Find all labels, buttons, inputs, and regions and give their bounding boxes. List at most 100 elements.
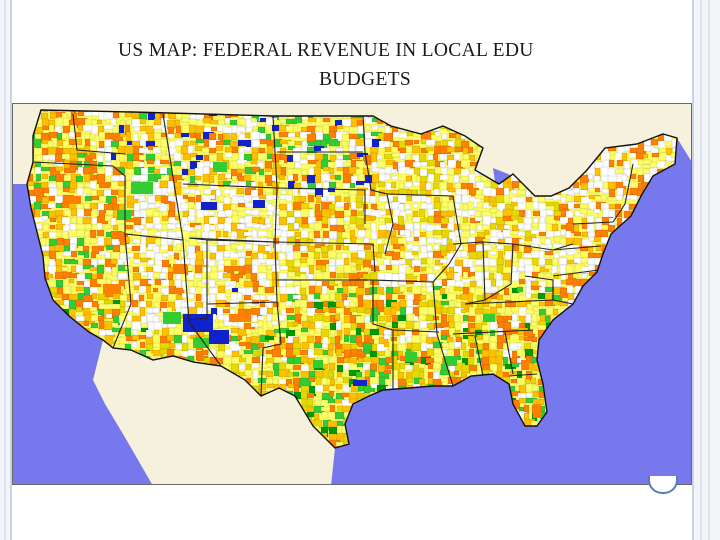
- school-district: [489, 341, 497, 350]
- school-district: [328, 390, 335, 397]
- school-district: [300, 294, 308, 301]
- school-district: [96, 222, 103, 231]
- school-district: [328, 125, 338, 133]
- school-district: [467, 146, 474, 154]
- school-district: [384, 272, 394, 282]
- school-district: [411, 195, 423, 203]
- school-district: [152, 334, 162, 345]
- school-district: [383, 334, 391, 340]
- school-district: [370, 215, 377, 221]
- school-district: [565, 230, 572, 239]
- school-district: [489, 250, 497, 256]
- school-district: [75, 138, 83, 146]
- school-district: [243, 194, 253, 202]
- school-district: [530, 377, 537, 385]
- school-district: [530, 229, 541, 235]
- school-district: [244, 369, 253, 376]
- school-district: [483, 180, 491, 188]
- school-district: [405, 175, 413, 182]
- school-district: [286, 161, 296, 169]
- school-district: [553, 230, 562, 237]
- school-district: [138, 154, 147, 161]
- school-district: [384, 173, 391, 181]
- school-district: [328, 285, 335, 291]
- slide-title-line-2: BUDGETS: [318, 69, 412, 90]
- school-district: [538, 231, 548, 237]
- school-district: [257, 320, 264, 328]
- school-district: [208, 210, 215, 216]
- school-district: [133, 280, 141, 286]
- school-district: [537, 320, 547, 326]
- school-district: [630, 173, 637, 180]
- school-district: [167, 126, 175, 136]
- school-district: [511, 257, 519, 263]
- school-district: [181, 174, 189, 180]
- school-district: [336, 264, 345, 272]
- school-district: [139, 243, 147, 255]
- school-district: [560, 229, 567, 236]
- school-district: [96, 229, 105, 237]
- school-district: [180, 307, 189, 315]
- school-district: [110, 258, 118, 265]
- school-district: [453, 348, 461, 358]
- school-district: [119, 244, 126, 254]
- school-district: [398, 132, 408, 139]
- school-district: [299, 195, 307, 203]
- school-district: [42, 110, 49, 113]
- school-district: [616, 145, 626, 155]
- school-district: [266, 362, 274, 368]
- school-district: [173, 349, 183, 356]
- school-district: [502, 272, 511, 282]
- school-district-cluster: [253, 200, 265, 208]
- school-district: [412, 203, 419, 209]
- school-district: [572, 273, 579, 279]
- school-district: [49, 224, 56, 230]
- school-district: [224, 209, 234, 217]
- school-district: [131, 334, 141, 341]
- school-district: [56, 132, 63, 142]
- school-district: [406, 215, 413, 221]
- school-district: [300, 180, 308, 188]
- school-district: [336, 124, 344, 130]
- school-district: [412, 161, 422, 168]
- school-district: [383, 280, 392, 286]
- school-district: [321, 223, 329, 229]
- school-district: [147, 279, 155, 285]
- school-district: [362, 194, 371, 203]
- school-district: [447, 159, 458, 169]
- school-district: [385, 189, 393, 195]
- school-district: [321, 208, 332, 219]
- school-district: [426, 244, 433, 252]
- school-district: [600, 194, 608, 201]
- school-district: [516, 251, 523, 259]
- school-district: [209, 224, 216, 231]
- school-district: [334, 313, 341, 321]
- school-district: [271, 174, 278, 182]
- school-district: [257, 286, 265, 296]
- school-district: [364, 124, 371, 132]
- school-district: [286, 210, 295, 218]
- school-district: [308, 376, 316, 383]
- school-district: [243, 294, 252, 301]
- school-district: [146, 159, 155, 165]
- school-district: [258, 168, 265, 176]
- school-district: [229, 160, 239, 171]
- canada-land: [13, 104, 691, 196]
- school-district: [69, 181, 78, 190]
- school-district: [131, 341, 138, 349]
- school-district: [251, 314, 258, 323]
- school-district: [222, 272, 232, 279]
- school-district: [265, 378, 274, 385]
- school-district: [510, 378, 518, 384]
- school-district: [441, 307, 449, 314]
- school-district: [187, 271, 195, 281]
- school-district: [404, 181, 413, 188]
- school-district: [614, 203, 622, 210]
- school-district: [40, 181, 49, 189]
- school-district: [357, 357, 365, 363]
- school-district: [357, 125, 364, 135]
- school-district: [264, 167, 272, 173]
- school-district: [55, 202, 63, 209]
- school-district: [152, 272, 162, 279]
- school-district: [181, 117, 191, 123]
